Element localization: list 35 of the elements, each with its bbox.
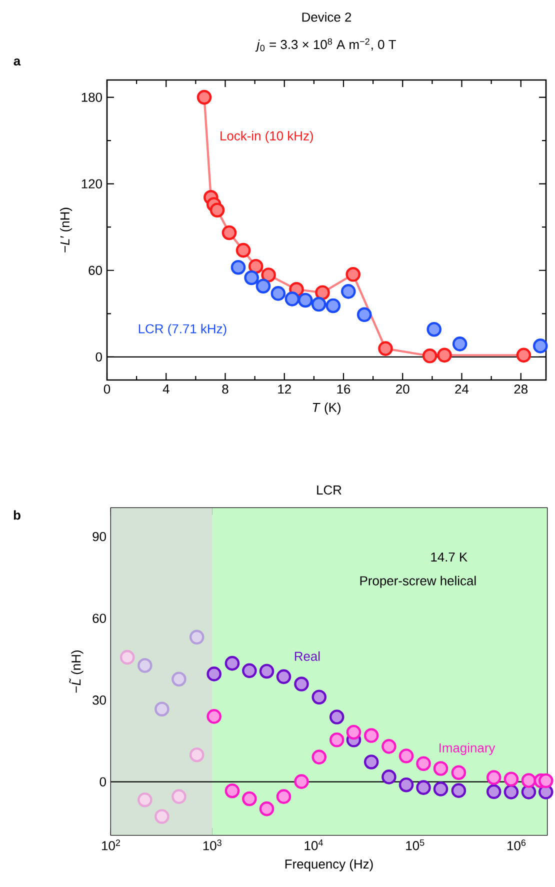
x-axis-title: Frequency (Hz) [285,859,373,872]
annotation: 14.7 K [431,552,468,562]
text: b [14,510,20,520]
x-tick-label: 8 [222,384,228,394]
series-label: Real [294,651,320,661]
y-axis-title: −L′ (nH) [60,208,72,252]
series-label: Lock-in (10 kHz) [220,130,313,144]
x-tick-label: 20 [396,384,410,394]
y-tick-label: 90 [92,532,106,542]
x-tick-label: 28 [514,384,528,394]
y-tick-label: 60 [92,614,106,623]
annotation: Proper-screw helical [360,576,476,588]
x-tick-label: 12 [278,384,291,394]
x-tick-label: 10$^{2}$ [102,840,120,850]
x-tick-label: 10$^{4}$ [304,840,323,850]
x-tick-label: 10$^{5}$ [406,840,424,850]
y-tick-label: 0 [100,777,106,786]
y-axis-title: −L̃ (nH) [69,650,84,693]
x-tick-label: 16 [337,384,350,394]
chart-title: LCR [317,485,342,495]
text: LCR (7.71 kHz) [138,324,226,336]
y-tick-label: 120 [82,179,102,188]
y-tick-label: 60 [88,266,102,275]
y-tick-label: 180 [82,92,102,102]
chart-subtitle: j$_{0}$ = 3.3 × 10$^{8}$ A m$^{−2}$, 0 T [255,38,396,52]
y-tick-label: 0 [96,352,102,362]
x-tick-label: 4 [162,384,170,394]
x-tick-label: 10$^{3}$ [203,840,222,850]
series-label: Imaginary [440,742,496,756]
y-tick-label: 30 [92,696,106,705]
x-tick-label: 10$^{6}$ [508,840,526,850]
x-tick-label: 24 [455,384,469,394]
text: a [14,58,21,66]
chart-title: Device 2 [302,12,352,22]
x-axis-title: T (K) [312,402,340,415]
